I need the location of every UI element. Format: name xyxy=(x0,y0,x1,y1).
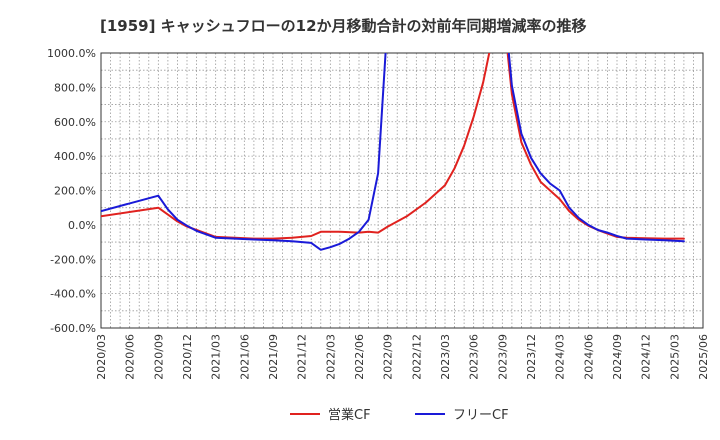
y-tick-label: 0.0% xyxy=(68,219,96,232)
x-tick-label: 2022/12 xyxy=(410,334,423,380)
x-tick-label: 2021/12 xyxy=(296,334,309,380)
y-tick-label: 400.0% xyxy=(54,150,96,163)
x-tick-label: 2023/12 xyxy=(525,334,538,380)
x-tick-label: 2025/03 xyxy=(668,334,681,380)
x-tick-label: 2020/12 xyxy=(181,334,194,380)
x-tick-label: 2021/03 xyxy=(210,334,223,380)
legend-label: フリーCF xyxy=(453,408,509,423)
x-tick-label: 2021/06 xyxy=(238,334,251,380)
plot-frame xyxy=(100,52,704,329)
x-tick-label: 2024/06 xyxy=(582,334,595,380)
x-tick-label: 2024/09 xyxy=(611,334,624,380)
y-tick-label: -400.0% xyxy=(50,288,96,301)
x-tick-label: 2022/03 xyxy=(324,334,337,380)
series-group xyxy=(101,53,685,251)
x-tick-label: 2020/09 xyxy=(152,334,165,380)
x-tick-label: 2020/06 xyxy=(124,334,137,380)
series-line-free-cf xyxy=(101,53,685,251)
y-tick-label: 800.0% xyxy=(54,81,96,94)
y-tick-label: -200.0% xyxy=(50,253,96,266)
y-tick-label: -600.0% xyxy=(50,322,96,335)
x-tick-label: 2025/06 xyxy=(697,334,710,380)
x-tick-label: 2024/03 xyxy=(554,334,567,380)
x-tick-label: 2024/12 xyxy=(640,334,653,380)
x-tick-label: 2021/09 xyxy=(267,334,280,380)
y-tick-label: 1000.0% xyxy=(47,47,96,60)
legend-label: 営業CF xyxy=(328,407,371,423)
x-tick-label: 2022/06 xyxy=(353,334,366,380)
y-tick-label: 600.0% xyxy=(54,116,96,129)
x-tick-label: 2023/09 xyxy=(496,334,509,380)
x-tick-label: 2020/03 xyxy=(95,334,108,380)
x-tick-label: 2023/06 xyxy=(468,334,481,380)
chart-title: [1959] キャッシュフローの12か月移動合計の対前年同期増減率の推移 xyxy=(100,17,587,35)
x-tick-label: 2023/03 xyxy=(439,334,452,380)
x-tick-label: 2022/09 xyxy=(382,334,395,380)
y-tick-label: 200.0% xyxy=(54,185,96,198)
